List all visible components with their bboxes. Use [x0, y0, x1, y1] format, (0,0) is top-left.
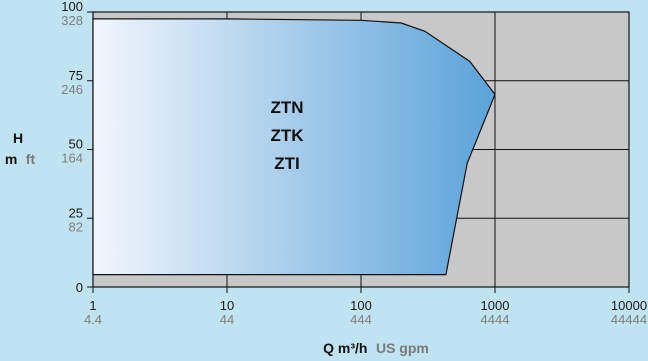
x-tick-secondary-label: 444 [350, 312, 372, 327]
operating-region [92, 18, 496, 276]
y-axis-label-units: m ft [5, 151, 36, 168]
x-tick-label: 10 [220, 298, 234, 313]
y-tick-label: 25 [69, 205, 83, 220]
x-tick-secondary-label: 4444 [481, 312, 510, 327]
series-label-zti: ZTI [274, 154, 300, 173]
y-tick-secondary-label: 328 [61, 13, 83, 28]
y-axis-unit-m: m [5, 151, 17, 167]
x-tick-secondary-label: 4.4 [84, 312, 102, 327]
x-tick-label: 10000 [611, 298, 647, 313]
y-axis-label-h: H [13, 130, 23, 146]
y-tick-secondary-label: 164 [61, 151, 83, 166]
x-axis-unit-usgpm: US gpm [376, 340, 429, 356]
x-tick-secondary-label: 44 [220, 312, 234, 327]
x-tick-label: 100 [350, 298, 372, 313]
y-tick-secondary-label: 246 [61, 82, 83, 97]
x-axis-label: Q m³/h US gpm [323, 340, 429, 357]
y-tick-label: 100 [61, 0, 83, 14]
y-tick-label: 0 [76, 280, 83, 295]
x-axis-unit-m3h: Q m³/h [323, 340, 367, 356]
y-tick-secondary-label: 82 [69, 219, 83, 234]
y-axis-unit-ft: ft [26, 151, 36, 167]
y-tick-label: 75 [69, 68, 83, 83]
series-label-ztk: ZTK [270, 126, 304, 145]
series-label-ztn: ZTN [270, 98, 303, 117]
x-tick-label: 1000 [481, 298, 510, 313]
x-tick-label: 1 [89, 298, 96, 313]
y-tick-label: 50 [69, 137, 83, 152]
x-tick-secondary-label: 44444 [611, 312, 647, 327]
